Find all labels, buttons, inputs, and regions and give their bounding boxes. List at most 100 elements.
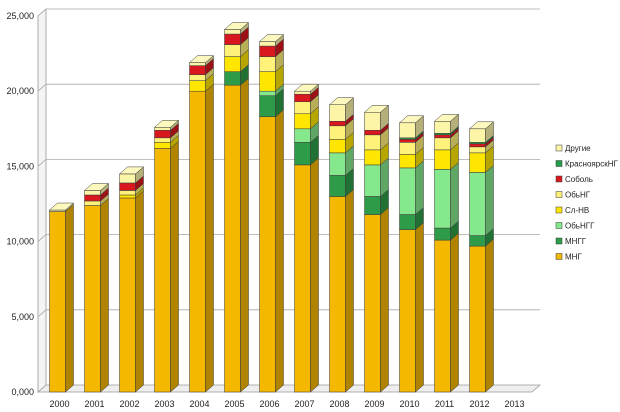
bar-front bbox=[224, 84, 241, 393]
bar-front bbox=[469, 143, 486, 148]
bar-front bbox=[49, 211, 66, 393]
legend-item: ОбьНГ bbox=[555, 191, 591, 200]
bar-front bbox=[189, 65, 206, 75]
y-tick-label: 20,000 bbox=[6, 86, 34, 96]
bar-segment bbox=[84, 197, 109, 393]
bar-top bbox=[398, 115, 425, 124]
bar-front bbox=[189, 62, 206, 66]
bar-front bbox=[434, 169, 451, 229]
bar-front bbox=[434, 121, 451, 134]
bar-side bbox=[100, 197, 109, 393]
bar-front bbox=[189, 90, 206, 393]
bar-segment bbox=[154, 134, 179, 149]
x-tick-label: 2003 bbox=[154, 399, 174, 409]
legend-item: Соболь bbox=[555, 175, 593, 184]
legend-label: МНГ bbox=[565, 253, 582, 262]
bar-top bbox=[363, 105, 390, 113]
bar-top bbox=[48, 202, 75, 211]
legend-item: Сл-НВ bbox=[555, 206, 589, 215]
x-tick-label: 2009 bbox=[364, 399, 384, 409]
legend-label: Другие bbox=[565, 144, 591, 153]
bar-segment bbox=[329, 188, 354, 393]
y-tick-label: 15,000 bbox=[6, 161, 34, 171]
legend-swatch bbox=[555, 253, 563, 260]
bar-front bbox=[119, 194, 136, 199]
bar-front bbox=[364, 214, 381, 393]
bar-segment bbox=[364, 188, 389, 216]
x-tick-label: 2010 bbox=[399, 399, 419, 409]
bar-segment bbox=[154, 140, 179, 393]
bar-front bbox=[329, 125, 346, 140]
bar-segment bbox=[119, 190, 144, 393]
bar-front bbox=[469, 152, 486, 173]
bar-front bbox=[154, 142, 171, 149]
bar-segment bbox=[224, 77, 249, 393]
bar-front bbox=[364, 149, 381, 166]
bar-segment bbox=[469, 238, 494, 393]
bar-front bbox=[399, 139, 416, 143]
bar-front bbox=[294, 90, 311, 95]
x-tick-label: 2004 bbox=[189, 399, 209, 409]
bar-front bbox=[434, 149, 451, 170]
bar-front bbox=[399, 142, 416, 155]
bar-front bbox=[329, 121, 346, 127]
bar-front bbox=[434, 239, 451, 393]
bar-front bbox=[294, 128, 311, 143]
bar-segment bbox=[434, 142, 459, 170]
legend-swatch bbox=[555, 144, 563, 152]
bar-top bbox=[328, 97, 355, 105]
bar-side bbox=[415, 222, 424, 393]
bar-side bbox=[415, 160, 424, 216]
bar-front bbox=[224, 29, 241, 35]
bar-side bbox=[310, 157, 319, 393]
legend-item: МНГ bbox=[555, 253, 582, 262]
gridline bbox=[37, 158, 540, 167]
legend-label: ОбьНГГ bbox=[565, 222, 595, 231]
bar-segment bbox=[189, 83, 214, 393]
bar-front bbox=[154, 127, 171, 131]
bar-segment bbox=[399, 222, 424, 393]
x-tick-label: 2013 bbox=[504, 399, 524, 409]
bar-side bbox=[380, 206, 389, 393]
x-tick-label: 2011 bbox=[435, 399, 454, 409]
legend: Другие КраснoярскНГ Соболь ОбьНГ Сл-НВ ОбьНГГ… bbox=[555, 144, 618, 262]
legend-swatch bbox=[555, 191, 563, 198]
bar-top bbox=[258, 34, 285, 42]
x-tick-label: 2002 bbox=[119, 399, 139, 409]
bar-top bbox=[83, 183, 110, 191]
bar-front bbox=[84, 200, 101, 206]
bar-front bbox=[469, 172, 486, 236]
bar-segment bbox=[399, 160, 424, 216]
bar-front bbox=[84, 194, 101, 202]
bar-front bbox=[364, 134, 381, 151]
bar-segment bbox=[434, 220, 459, 241]
bar-front bbox=[329, 196, 346, 393]
bar-front bbox=[399, 214, 416, 230]
bar-segment bbox=[469, 121, 494, 143]
bar-top bbox=[468, 121, 495, 130]
x-tick-label: 2012 bbox=[469, 399, 489, 409]
bar-front bbox=[189, 74, 206, 81]
bar-segment bbox=[329, 118, 354, 140]
x-tick-label: 2001 bbox=[84, 399, 104, 409]
bar-front bbox=[294, 93, 311, 102]
bar-front bbox=[399, 122, 416, 139]
bar-side bbox=[450, 232, 459, 393]
bar-front bbox=[154, 148, 171, 393]
bar-front bbox=[434, 227, 451, 241]
bar-side bbox=[205, 83, 214, 393]
bar-side bbox=[275, 109, 284, 393]
bar-front bbox=[189, 80, 206, 92]
floor bbox=[36, 384, 542, 393]
bar-front bbox=[399, 167, 416, 215]
bar-side bbox=[240, 77, 249, 393]
bar-segment bbox=[294, 157, 319, 393]
bar-front bbox=[329, 175, 346, 197]
legend-label: КраснoярскНГ bbox=[565, 160, 618, 169]
bar-front bbox=[119, 197, 136, 393]
bar-front bbox=[119, 190, 136, 196]
bar-side bbox=[170, 140, 179, 393]
y-tick-label: 5,000 bbox=[11, 312, 34, 322]
bar-front bbox=[469, 146, 486, 154]
